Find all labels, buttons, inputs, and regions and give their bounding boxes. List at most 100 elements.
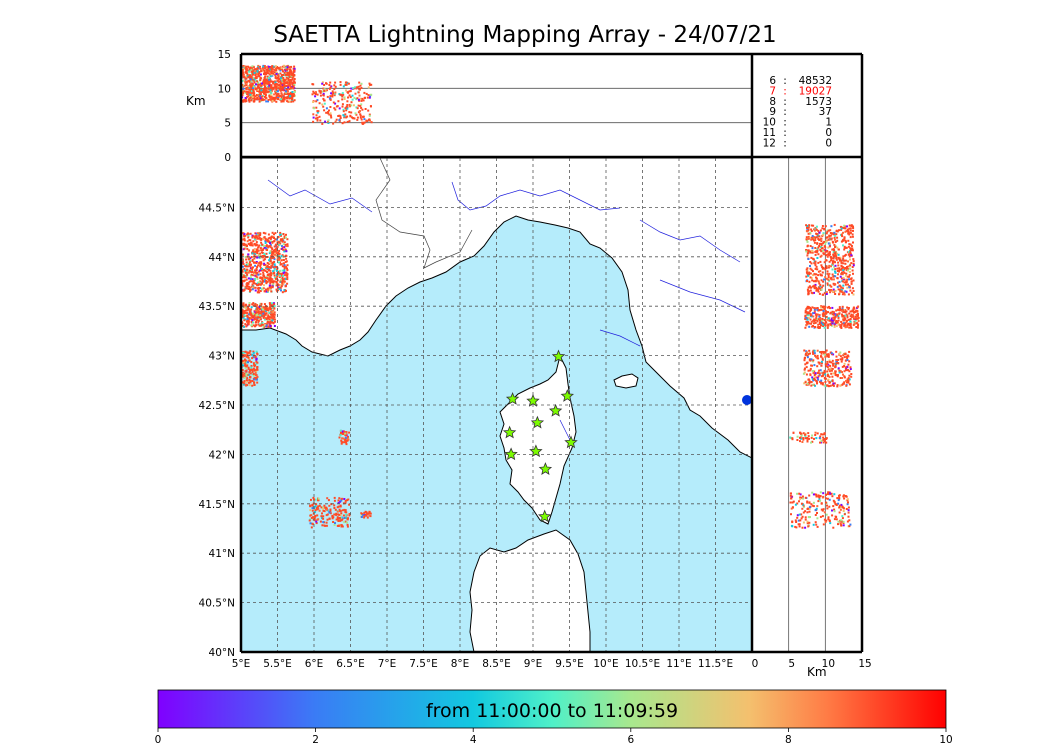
colorbar-tick-label: 10 xyxy=(939,734,952,746)
station-star xyxy=(538,462,553,475)
station-star xyxy=(505,392,520,405)
station-count-stations: 9 xyxy=(769,106,776,118)
borders xyxy=(375,158,473,269)
y-tick-label: 41.5°N xyxy=(199,499,235,511)
side-x-tick-label: 10 xyxy=(822,658,835,670)
station-star xyxy=(502,425,517,439)
x-tick-label: 9°E xyxy=(524,658,543,670)
x-tick-label: 7°E xyxy=(378,658,397,670)
elba-island xyxy=(613,373,639,389)
station-count-value: 0 xyxy=(825,127,832,139)
altitude-y-tick-label: 0 xyxy=(224,152,231,164)
station-star xyxy=(504,447,518,461)
y-tick-label: 42.5°N xyxy=(199,400,235,412)
side-panel-x-label: Km xyxy=(807,665,827,679)
colorbar-ticks: 0 2 4 6 8 10 xyxy=(155,728,953,746)
station-count-stations: 12 xyxy=(763,137,776,149)
colorbar-tick-label: 6 xyxy=(627,734,634,746)
x-tick-label: 6°E xyxy=(305,658,324,670)
sardinia-island xyxy=(469,529,591,652)
panel-frames xyxy=(239,52,864,654)
x-tick-label: 10°E xyxy=(593,658,618,670)
station-count-stations: 10 xyxy=(763,117,776,129)
map-grid xyxy=(241,158,752,652)
station-count-separator: : xyxy=(783,106,787,118)
altitude-points xyxy=(240,64,373,125)
x-tick-label: 11.5°E xyxy=(698,658,733,670)
station-star xyxy=(530,415,545,429)
x-tick-label: 11°E xyxy=(666,658,691,670)
chart-title: SAETTA Lightning Mapping Array - 24/07/2… xyxy=(273,22,777,48)
latitude-cell xyxy=(789,431,828,444)
station-count-separator: : xyxy=(783,117,787,129)
latitude-cell xyxy=(802,349,853,388)
altitude-cell xyxy=(311,81,373,125)
station-count-stations: 11 xyxy=(763,127,776,139)
station-count-stations: 8 xyxy=(769,96,776,108)
station-count-stations: 7 xyxy=(769,85,776,97)
station-star xyxy=(551,349,566,363)
map-x-ticks: 5°E 5.5°E 6°E 6.5°E 7°E 7.5°E 8°E 8.5°E 9°E 9.5°E… xyxy=(232,658,733,670)
altitude-y-ticks: 0 5 10 15 xyxy=(218,49,231,164)
colorbar: 0 2 4 6 8 10 xyxy=(155,689,953,746)
colorbar-tick-label: 2 xyxy=(312,734,319,746)
lightning-marker xyxy=(742,395,752,405)
y-tick-label: 42°N xyxy=(209,449,235,461)
side-x-tick-label: 0 xyxy=(752,658,759,670)
altitude-cell xyxy=(240,64,296,103)
colorbar-tick-label: 8 xyxy=(785,734,792,746)
x-tick-label: 7.5°E xyxy=(409,658,438,670)
y-tick-label: 40.5°N xyxy=(199,598,235,610)
latitude-cell xyxy=(805,223,855,296)
station-count-stations: 6 xyxy=(769,75,776,87)
y-tick-label: 43°N xyxy=(209,351,235,363)
side-panel-points xyxy=(789,223,860,529)
station-count-separator: : xyxy=(783,127,787,139)
altitude-panel: 0 5 10 15 Km xyxy=(186,49,752,164)
station-star xyxy=(548,403,563,417)
altitude-y-tick-label: 10 xyxy=(218,83,231,95)
map-panel: 5°E 5.5°E 6°E 6.5°E 7°E 7.5°E 8°E 8.5°E 9°E 9.5°E… xyxy=(199,158,752,670)
latitude-cell xyxy=(804,305,860,329)
corsica-island xyxy=(499,354,577,525)
side-x-tick-label: 15 xyxy=(858,658,871,670)
station-star xyxy=(538,509,552,523)
side-x-tick-label: 5 xyxy=(788,658,795,670)
latitude-cell xyxy=(789,491,852,529)
side-panel-x-ticks: 0 5 10 15 xyxy=(752,658,872,670)
y-tick-label: 40°N xyxy=(209,647,235,659)
x-tick-label: 5°E xyxy=(232,658,251,670)
y-tick-label: 43.5°N xyxy=(199,301,235,313)
lma-stations xyxy=(502,349,578,523)
station-count-value: 48532 xyxy=(799,75,832,87)
station-count-value: 37 xyxy=(819,106,832,118)
station-count-value: 0 xyxy=(825,137,832,149)
altitude-y-tick-label: 15 xyxy=(218,49,231,61)
station-count-separator: : xyxy=(783,96,787,108)
colorbar-tick-label: 0 xyxy=(155,734,162,746)
altitude-y-label: Km xyxy=(186,94,206,108)
rivers xyxy=(267,179,746,441)
station-star xyxy=(564,435,578,449)
station-count-separator: : xyxy=(783,85,787,97)
station-count-value: 1573 xyxy=(805,96,832,108)
storm-cell xyxy=(360,510,372,519)
station-count-separator: : xyxy=(783,75,787,87)
station-star xyxy=(560,389,574,402)
latitude-altitude-panel: 0 5 10 15 Km xyxy=(752,158,872,679)
y-tick-label: 41°N xyxy=(209,548,235,560)
station-star xyxy=(526,393,540,407)
x-tick-label: 10.5°E xyxy=(625,658,660,670)
x-tick-label: 9.5°E xyxy=(555,658,584,670)
altitude-grid xyxy=(241,87,752,124)
colorbar-gradient xyxy=(157,689,947,729)
x-tick-label: 8°E xyxy=(451,658,470,670)
colorbar-tick-label: 4 xyxy=(470,734,477,746)
station-count-separator: : xyxy=(783,137,787,149)
map-y-ticks: 40°N 40.5°N 41°N 41.5°N 42°N 42.5°N 43°N 43.5°N… xyxy=(199,202,235,659)
altitude-panel-frame xyxy=(241,54,752,157)
station-count-value: 19027 xyxy=(799,85,832,97)
y-tick-label: 44.5°N xyxy=(199,202,235,214)
